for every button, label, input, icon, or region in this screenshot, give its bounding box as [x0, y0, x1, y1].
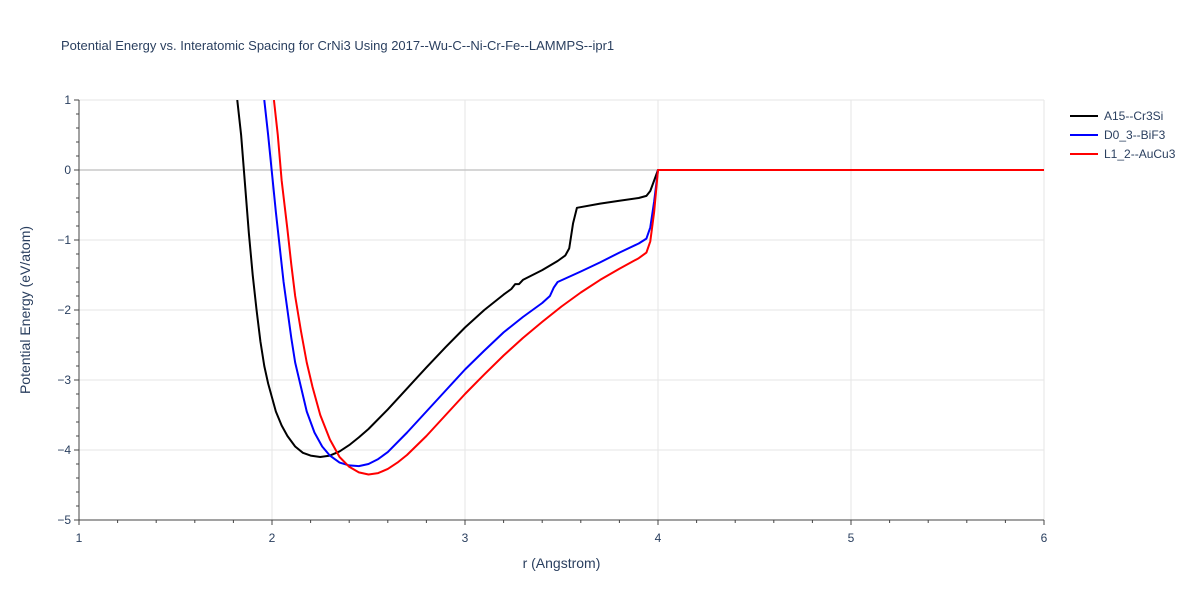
x-axis-title: r (Angstrom) — [523, 555, 601, 571]
grid — [79, 99, 1045, 520]
legend[interactable]: A15--Cr3Si D0_3--BiF3 L1_2--AuCu3 — [1070, 109, 1176, 161]
x-tick-label: 1 — [76, 531, 83, 545]
y-tick-label: −3 — [57, 373, 71, 387]
legend-label[interactable]: L1_2--AuCu3 — [1104, 147, 1176, 161]
x-tick-label: 4 — [655, 531, 662, 545]
legend-label[interactable]: D0_3--BiF3 — [1104, 128, 1166, 142]
axes: 1 2 3 4 5 6 1 0 −1 −2 −3 −4 −5 — [57, 93, 1047, 545]
legend-label[interactable]: A15--Cr3Si — [1104, 109, 1163, 123]
series-line-l1-2-aucu3[interactable] — [272, 100, 1044, 476]
chart-title: Potential Energy vs. Interatomic Spacing… — [61, 38, 614, 53]
y-tick-label: −5 — [57, 513, 71, 527]
y-tick-label: 0 — [64, 163, 71, 177]
y-tick-label: −1 — [57, 233, 71, 247]
x-tick-label: 2 — [269, 531, 276, 545]
y-tick-label: −2 — [57, 303, 71, 317]
y-axis-title: Potential Energy (eV/atom) — [17, 226, 33, 394]
x-tick-label: 5 — [848, 531, 855, 545]
plot-area[interactable] — [236, 100, 1044, 476]
y-tick-label: −4 — [57, 443, 71, 457]
x-tick-label: 3 — [462, 531, 469, 545]
series-line-d0-3-bif3[interactable] — [263, 100, 1044, 468]
y-tick-label: 1 — [64, 93, 71, 107]
x-tick-label: 6 — [1041, 531, 1048, 545]
series-line-a15-cr3si[interactable] — [236, 100, 1044, 458]
